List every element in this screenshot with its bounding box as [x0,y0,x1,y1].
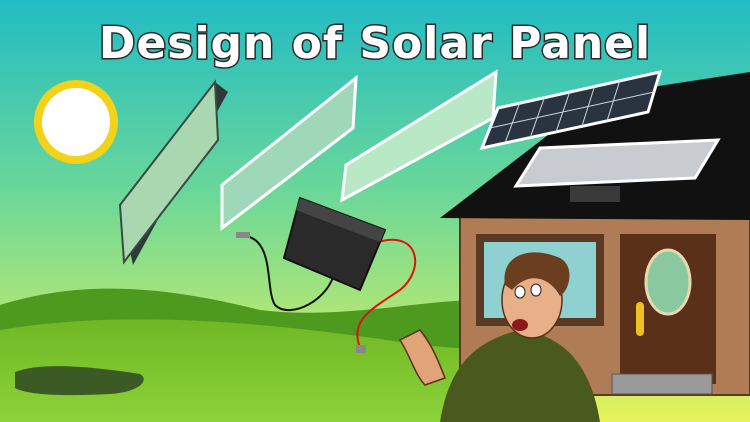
hair [504,252,570,296]
shirt [440,330,600,422]
mouth [512,319,528,331]
black-wire [244,235,336,311]
connector [236,232,250,238]
back-sheet [513,138,721,188]
door-window [644,248,692,316]
junction-box [570,186,620,202]
hand [398,329,446,386]
eye [530,283,542,297]
eye [514,285,526,299]
glass-frame [118,79,220,265]
doorstep [611,373,713,395]
red-wire [356,238,417,349]
shadow [15,366,144,396]
title: Design of Solar Panel [99,18,651,69]
connector [356,345,366,353]
door-handle [636,302,644,336]
sun [42,88,110,156]
glass-sheet [220,74,358,232]
cell-grid [489,79,655,144]
battery-top [296,198,385,242]
